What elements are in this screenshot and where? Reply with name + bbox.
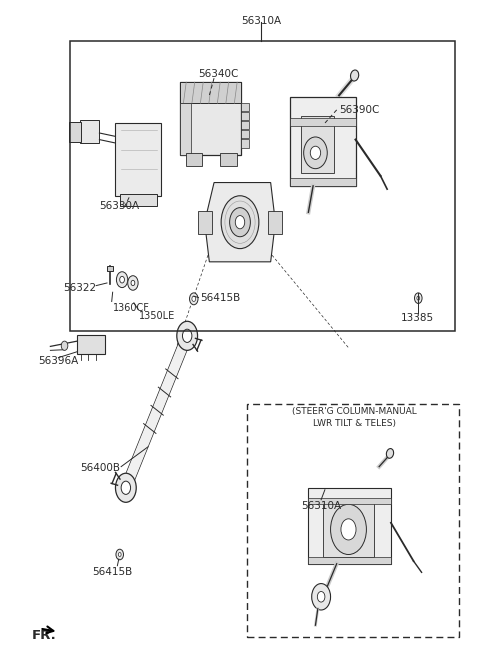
Bar (80, 120, 99, 143)
Ellipse shape (310, 147, 321, 159)
Bar (108, 266, 113, 271)
Bar (241, 112, 250, 120)
Circle shape (131, 280, 135, 286)
Bar (289, 96, 356, 186)
Text: FR.: FR. (32, 630, 56, 642)
Bar (77, 334, 105, 355)
Circle shape (221, 196, 259, 249)
Ellipse shape (350, 70, 359, 81)
Bar (308, 498, 391, 504)
Bar (289, 178, 356, 186)
Circle shape (128, 276, 138, 290)
Circle shape (118, 553, 121, 557)
Circle shape (61, 341, 68, 351)
Text: 56415B: 56415B (93, 567, 133, 577)
Bar (120, 194, 156, 205)
Circle shape (177, 321, 198, 351)
Circle shape (317, 591, 325, 602)
Text: 1360CF: 1360CF (113, 303, 150, 313)
Circle shape (120, 276, 124, 283)
Text: (STEER'G COLUMN-MANUAL: (STEER'G COLUMN-MANUAL (292, 407, 417, 415)
Ellipse shape (117, 124, 160, 182)
Circle shape (182, 329, 192, 343)
Text: 56310A: 56310A (301, 501, 341, 511)
Ellipse shape (129, 140, 148, 166)
Bar (323, 503, 374, 557)
Text: 13385: 13385 (400, 313, 433, 323)
Text: 1350LE: 1350LE (139, 311, 175, 321)
Polygon shape (204, 183, 276, 262)
Circle shape (331, 504, 366, 555)
Text: 56400B: 56400B (80, 463, 120, 473)
Text: 56390C: 56390C (339, 105, 379, 115)
Text: 56396A: 56396A (38, 356, 79, 366)
Bar (308, 557, 391, 564)
Bar (268, 211, 281, 234)
Ellipse shape (304, 137, 327, 169)
Bar (247, 404, 459, 637)
Bar (186, 153, 202, 166)
Bar (69, 122, 81, 142)
Bar (115, 123, 161, 196)
Bar (180, 82, 241, 155)
Circle shape (121, 481, 131, 494)
Circle shape (417, 296, 420, 300)
Circle shape (117, 272, 128, 288)
Text: 56330A: 56330A (100, 201, 140, 211)
Circle shape (190, 293, 198, 305)
Bar (180, 82, 241, 103)
Bar (301, 116, 335, 173)
Circle shape (235, 215, 245, 229)
Bar (241, 102, 250, 111)
Bar (308, 488, 391, 564)
Text: LWR TILT & TELES): LWR TILT & TELES) (312, 419, 396, 427)
Circle shape (312, 583, 331, 610)
Circle shape (116, 549, 123, 560)
Text: 56310A: 56310A (241, 15, 281, 25)
Circle shape (116, 473, 136, 502)
Bar (220, 153, 237, 166)
Circle shape (415, 293, 422, 304)
Bar (199, 211, 212, 234)
Polygon shape (122, 332, 191, 491)
Text: 56415B: 56415B (200, 293, 240, 303)
Bar (241, 139, 250, 148)
Text: 56322: 56322 (63, 283, 96, 293)
Circle shape (192, 296, 196, 302)
Bar (241, 121, 250, 129)
Bar (70, 41, 455, 331)
Bar (180, 103, 192, 155)
Ellipse shape (386, 449, 394, 458)
Bar (241, 130, 250, 138)
Circle shape (229, 207, 251, 237)
Circle shape (341, 519, 356, 540)
Bar (289, 118, 356, 126)
Text: 56340C: 56340C (199, 68, 239, 78)
